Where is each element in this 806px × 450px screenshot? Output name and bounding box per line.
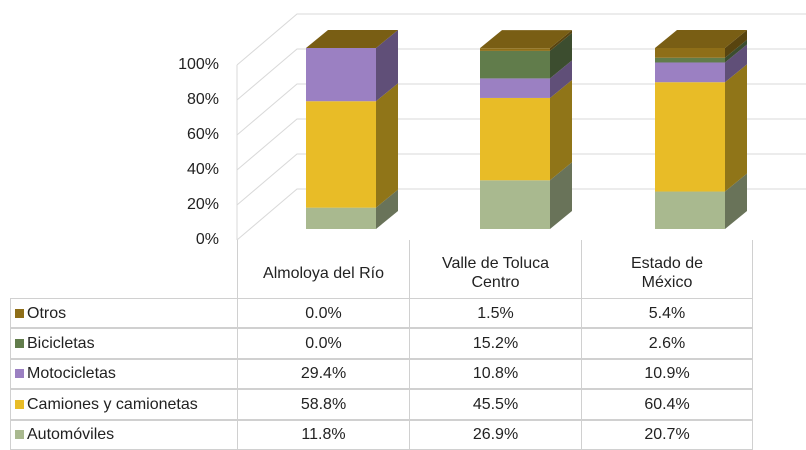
bar-side: [725, 173, 747, 229]
table-value: 10.9%: [581, 358, 753, 390]
table-value: 10.8%: [409, 358, 581, 390]
bar-segment: [480, 78, 550, 98]
table-value: 0.0%: [237, 298, 409, 329]
bar-side: [550, 162, 572, 229]
bar-side: [550, 79, 572, 181]
table-value: 11.8%: [237, 419, 409, 450]
legend-label: Automóviles: [27, 426, 115, 444]
grid-line: [236, 48, 806, 101]
bar-side: [725, 64, 747, 192]
grid-line: [236, 13, 806, 66]
bar-segment: [306, 48, 376, 102]
column-header: Estado de México: [581, 240, 753, 298]
bar-side: [550, 30, 572, 51]
legend-label: Otros: [27, 304, 67, 322]
bar-side: [376, 83, 398, 208]
table-value: 26.9%: [409, 419, 581, 450]
legend-key: [15, 308, 24, 318]
grid-line: [236, 153, 806, 206]
bar-side: [725, 44, 747, 83]
column-header: Almoloya del Río: [237, 240, 409, 298]
table-value: 0.0%: [237, 328, 409, 359]
y-tick-label: 20%: [187, 196, 219, 213]
bar-side: [376, 189, 398, 229]
table-value: 60.4%: [581, 389, 753, 420]
bar-top: [306, 30, 398, 48]
table-value: 20.7%: [581, 419, 753, 450]
legend-cell: Camiones y camionetas: [10, 389, 237, 420]
bar-segment: [655, 191, 725, 229]
y-tick-label: 100%: [178, 56, 219, 73]
bar-segment: [306, 207, 376, 229]
legend-label: Camiones y camionetas: [27, 395, 198, 413]
column-header: Valle de Toluca Centro: [409, 240, 581, 298]
table-value: 29.4%: [237, 358, 409, 390]
table-value: 58.8%: [237, 389, 409, 420]
bar-side: [725, 39, 747, 63]
legend-key: [15, 430, 24, 440]
bar-segment: [480, 97, 550, 181]
legend-cell: Automóviles: [10, 419, 237, 450]
table-value: 2.6%: [581, 328, 753, 359]
legend-key: [15, 369, 24, 379]
bar-segment: [480, 50, 550, 79]
table-value: 1.5%: [409, 298, 581, 329]
bar-segment: [306, 101, 376, 208]
table-value: 45.5%: [409, 389, 581, 420]
bar-segment: [655, 62, 725, 83]
legend-cell: Otros: [10, 298, 237, 329]
legend-cell: Bicicletas: [10, 328, 237, 359]
table-value: 15.2%: [409, 328, 581, 359]
y-tick-label: 0%: [196, 231, 219, 248]
bar-segment: [655, 57, 725, 63]
legend-label: Bicicletas: [27, 335, 95, 353]
y-tick-label: 60%: [187, 126, 219, 143]
bar-top: [480, 30, 572, 49]
y-tick-label: 80%: [187, 91, 219, 108]
y-tick-label: 40%: [187, 161, 219, 178]
bar-segment: [655, 48, 725, 58]
bar-segment: [655, 82, 725, 192]
bar-side: [725, 30, 747, 58]
legend-key: [15, 339, 24, 349]
bar-side: [550, 32, 572, 79]
bar-top: [655, 30, 747, 48]
legend-cell: Motocicletas: [10, 358, 237, 390]
legend-label: Motocicletas: [27, 365, 116, 383]
grid-line: [236, 118, 806, 171]
bar-segment: [480, 180, 550, 229]
legend-key: [15, 399, 24, 409]
bar-side: [550, 60, 572, 98]
grid-line: [236, 83, 806, 136]
table-value: 5.4%: [581, 298, 753, 329]
bar-segment: [480, 48, 550, 51]
bar-side: [376, 30, 398, 102]
grid-line: [236, 188, 806, 241]
